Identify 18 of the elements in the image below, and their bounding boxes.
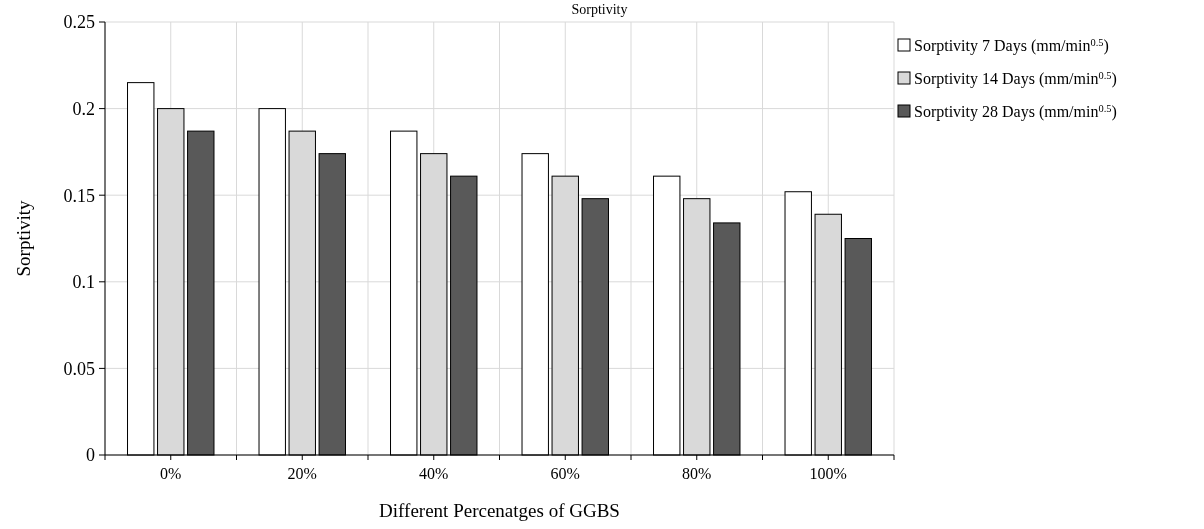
x-tick-label: 100% xyxy=(809,465,847,482)
y-tick-label: 0.1 xyxy=(72,272,95,293)
y-tick-label: 0.2 xyxy=(72,98,95,119)
legend-label: Sorptivity 28 Days (mm/min$^{0.5}$) xyxy=(914,102,1117,121)
x-tick-label: 60% xyxy=(550,465,580,482)
y-axis-title: Sorptivity xyxy=(13,200,34,277)
chart-title: Sorptivity xyxy=(571,2,628,17)
y-tick-label: 0.05 xyxy=(63,358,95,379)
legend-label: Sorptivity 14 Days (mm/min$^{0.5}$) xyxy=(914,69,1117,88)
x-tick-label: 20% xyxy=(287,465,317,482)
x-axis-title: Different Percenatges of GGBS xyxy=(379,500,620,521)
x-tick-label: 80% xyxy=(682,465,712,482)
y-tick-label: 0.15 xyxy=(63,185,95,206)
y-tick-label: 0.25 xyxy=(63,12,95,33)
y-tick-label: 0 xyxy=(86,445,95,466)
x-tick-label: 0% xyxy=(160,465,182,482)
x-tick-label: 40% xyxy=(419,465,449,482)
legend-label: Sorptivity 7 Days (mm/min$^{0.5}$) xyxy=(914,36,1109,55)
